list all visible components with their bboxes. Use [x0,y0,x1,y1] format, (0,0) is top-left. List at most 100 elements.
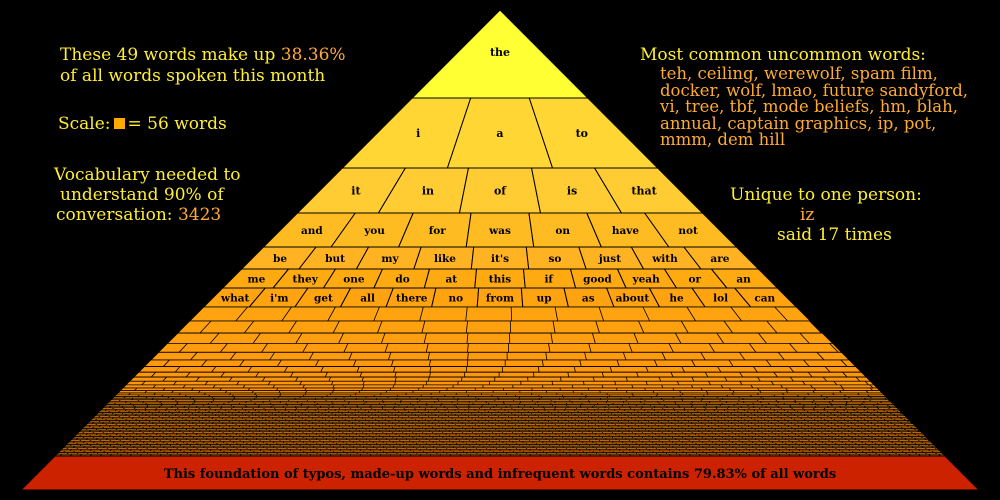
word-label: are [710,253,729,265]
brick-joint [869,384,874,389]
brick-joint [691,359,696,367]
brick-joint [384,343,389,353]
brick-joint [418,387,420,391]
brick-joint [653,359,658,367]
brick-joint [780,384,784,389]
brick-joint [129,376,135,382]
brick-joint [595,320,600,334]
brick-course [132,371,868,378]
brick-joint [799,332,810,344]
word-label: get [314,293,333,305]
brick-joint [211,366,217,373]
brick-joint [587,387,590,391]
brick-joint [465,320,468,334]
word-label: at [445,274,457,286]
brick-joint [592,332,596,344]
brick-joint [802,381,806,386]
word-label: up [537,293,552,305]
word-label: was [488,225,511,237]
brick-joint [419,306,424,322]
brick-joint [393,366,396,373]
brick-joint [235,306,248,322]
brick-course [137,366,863,373]
brick-joint [728,359,734,367]
vocab-value: 3423 [177,205,222,225]
brick-joint [283,366,288,373]
brick-joint [361,387,363,391]
brick-joint [219,343,228,353]
brick-joint [757,376,761,382]
brick-joint [267,381,271,386]
brick-joint [219,387,222,391]
brick-joint [625,376,628,382]
brick-joint [348,352,353,361]
word-label: it [351,185,361,198]
brick-joint [816,352,825,361]
brick-joint [723,320,734,334]
brick-joint [753,366,758,373]
brick-joint [276,359,282,367]
brick-joint [173,381,177,386]
brick-joint [288,320,297,334]
brick-joint [582,381,585,385]
brick-joint [261,343,269,353]
brick-joint [162,359,170,367]
word-label: and [301,225,323,237]
unique-word: iz [800,205,815,225]
word-label: one [343,274,365,286]
brick-course [121,384,879,389]
word-label: on [555,225,570,237]
brick-joint [247,366,253,373]
brick-joint [388,352,392,361]
word-label: my [381,253,399,265]
brick-joint [359,372,363,378]
brick-joint [302,384,305,389]
brick-joint [389,387,392,391]
brick-joint [700,387,703,391]
brick-joint [842,371,848,378]
brick-joint [614,381,617,385]
brick-joint [645,381,648,386]
brick-joint [704,372,709,378]
word-label: so [549,253,562,265]
brick-joint [616,387,618,391]
brick-joint [622,352,627,361]
foundation-band [19,455,981,491]
brick-joint [466,333,469,344]
word-label: good [583,274,612,286]
brick-joint [598,306,605,322]
brick-joint [377,320,383,334]
brick-joint [380,332,386,344]
brick-joint [390,359,394,367]
brick-joint [773,371,778,378]
brick-joint [807,371,813,378]
word-label: no [449,293,464,305]
brick-joint [642,306,651,322]
brick-joint [680,320,689,334]
brick-joint [579,359,582,367]
word-label: be [273,253,287,265]
brick-joint [178,343,188,353]
word-label: from [486,293,514,305]
brick-joint [601,384,604,389]
brick-joint [674,332,682,344]
word-label: but [325,253,345,265]
brick-layer [19,9,981,491]
word-label: like [434,253,456,265]
word-label: lol [713,293,728,305]
brick-joint [429,372,431,378]
brick-joint [810,384,814,389]
brick-joint [236,381,240,386]
brick-joint [708,343,716,353]
brick-joint [592,376,595,382]
brick-joint [765,359,772,367]
word-label: to [576,127,588,140]
brick-joint [295,332,303,344]
brick-joint [220,371,225,378]
word-label: of [494,185,507,198]
brick-joint [352,359,357,367]
brick-joint [304,387,307,391]
word-label: or [689,274,702,286]
